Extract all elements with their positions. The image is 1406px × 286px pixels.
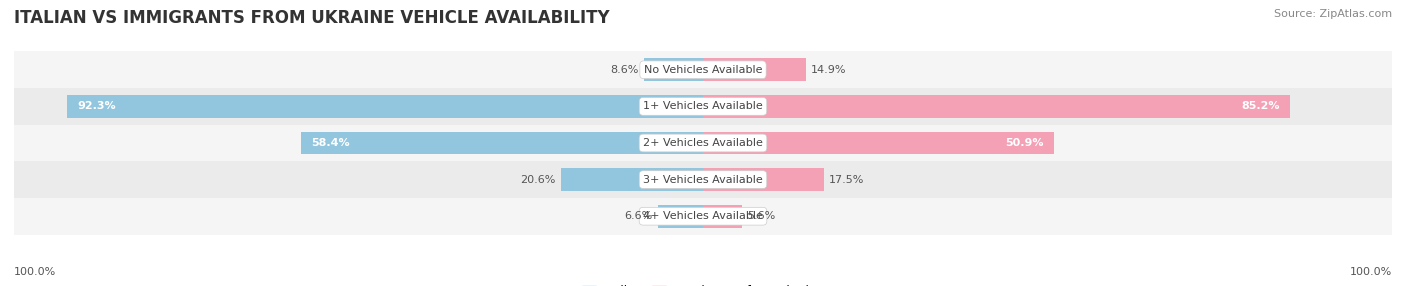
Bar [703, 58, 806, 81]
Text: 1+ Vehicles Available: 1+ Vehicles Available [643, 102, 763, 111]
Text: 85.2%: 85.2% [1241, 102, 1279, 111]
Text: 5.6%: 5.6% [747, 211, 775, 221]
Bar [561, 168, 703, 191]
Bar [67, 95, 703, 118]
Bar [14, 198, 1392, 235]
Bar [14, 125, 1392, 161]
Text: 17.5%: 17.5% [830, 175, 865, 184]
Text: 6.6%: 6.6% [624, 211, 652, 221]
Bar [301, 132, 703, 154]
Legend: Italian, Immigrants from Ukraine: Italian, Immigrants from Ukraine [582, 285, 824, 286]
Text: 50.9%: 50.9% [1005, 138, 1043, 148]
Bar [14, 161, 1392, 198]
Text: 58.4%: 58.4% [311, 138, 350, 148]
Bar [703, 95, 1289, 118]
Bar [14, 51, 1392, 88]
Text: 92.3%: 92.3% [77, 102, 117, 111]
Text: 2+ Vehicles Available: 2+ Vehicles Available [643, 138, 763, 148]
Text: No Vehicles Available: No Vehicles Available [644, 65, 762, 75]
Bar [14, 88, 1392, 125]
Bar [703, 205, 741, 228]
Text: ITALIAN VS IMMIGRANTS FROM UKRAINE VEHICLE AVAILABILITY: ITALIAN VS IMMIGRANTS FROM UKRAINE VEHIC… [14, 9, 610, 27]
Text: 100.0%: 100.0% [1350, 267, 1392, 277]
Text: 14.9%: 14.9% [811, 65, 846, 75]
Bar [644, 58, 703, 81]
Text: 100.0%: 100.0% [14, 267, 56, 277]
Bar [703, 132, 1053, 154]
Bar [658, 205, 703, 228]
Text: 4+ Vehicles Available: 4+ Vehicles Available [643, 211, 763, 221]
Text: 3+ Vehicles Available: 3+ Vehicles Available [643, 175, 763, 184]
Text: 8.6%: 8.6% [610, 65, 638, 75]
Bar [703, 168, 824, 191]
Text: Source: ZipAtlas.com: Source: ZipAtlas.com [1274, 9, 1392, 19]
Text: 20.6%: 20.6% [520, 175, 555, 184]
